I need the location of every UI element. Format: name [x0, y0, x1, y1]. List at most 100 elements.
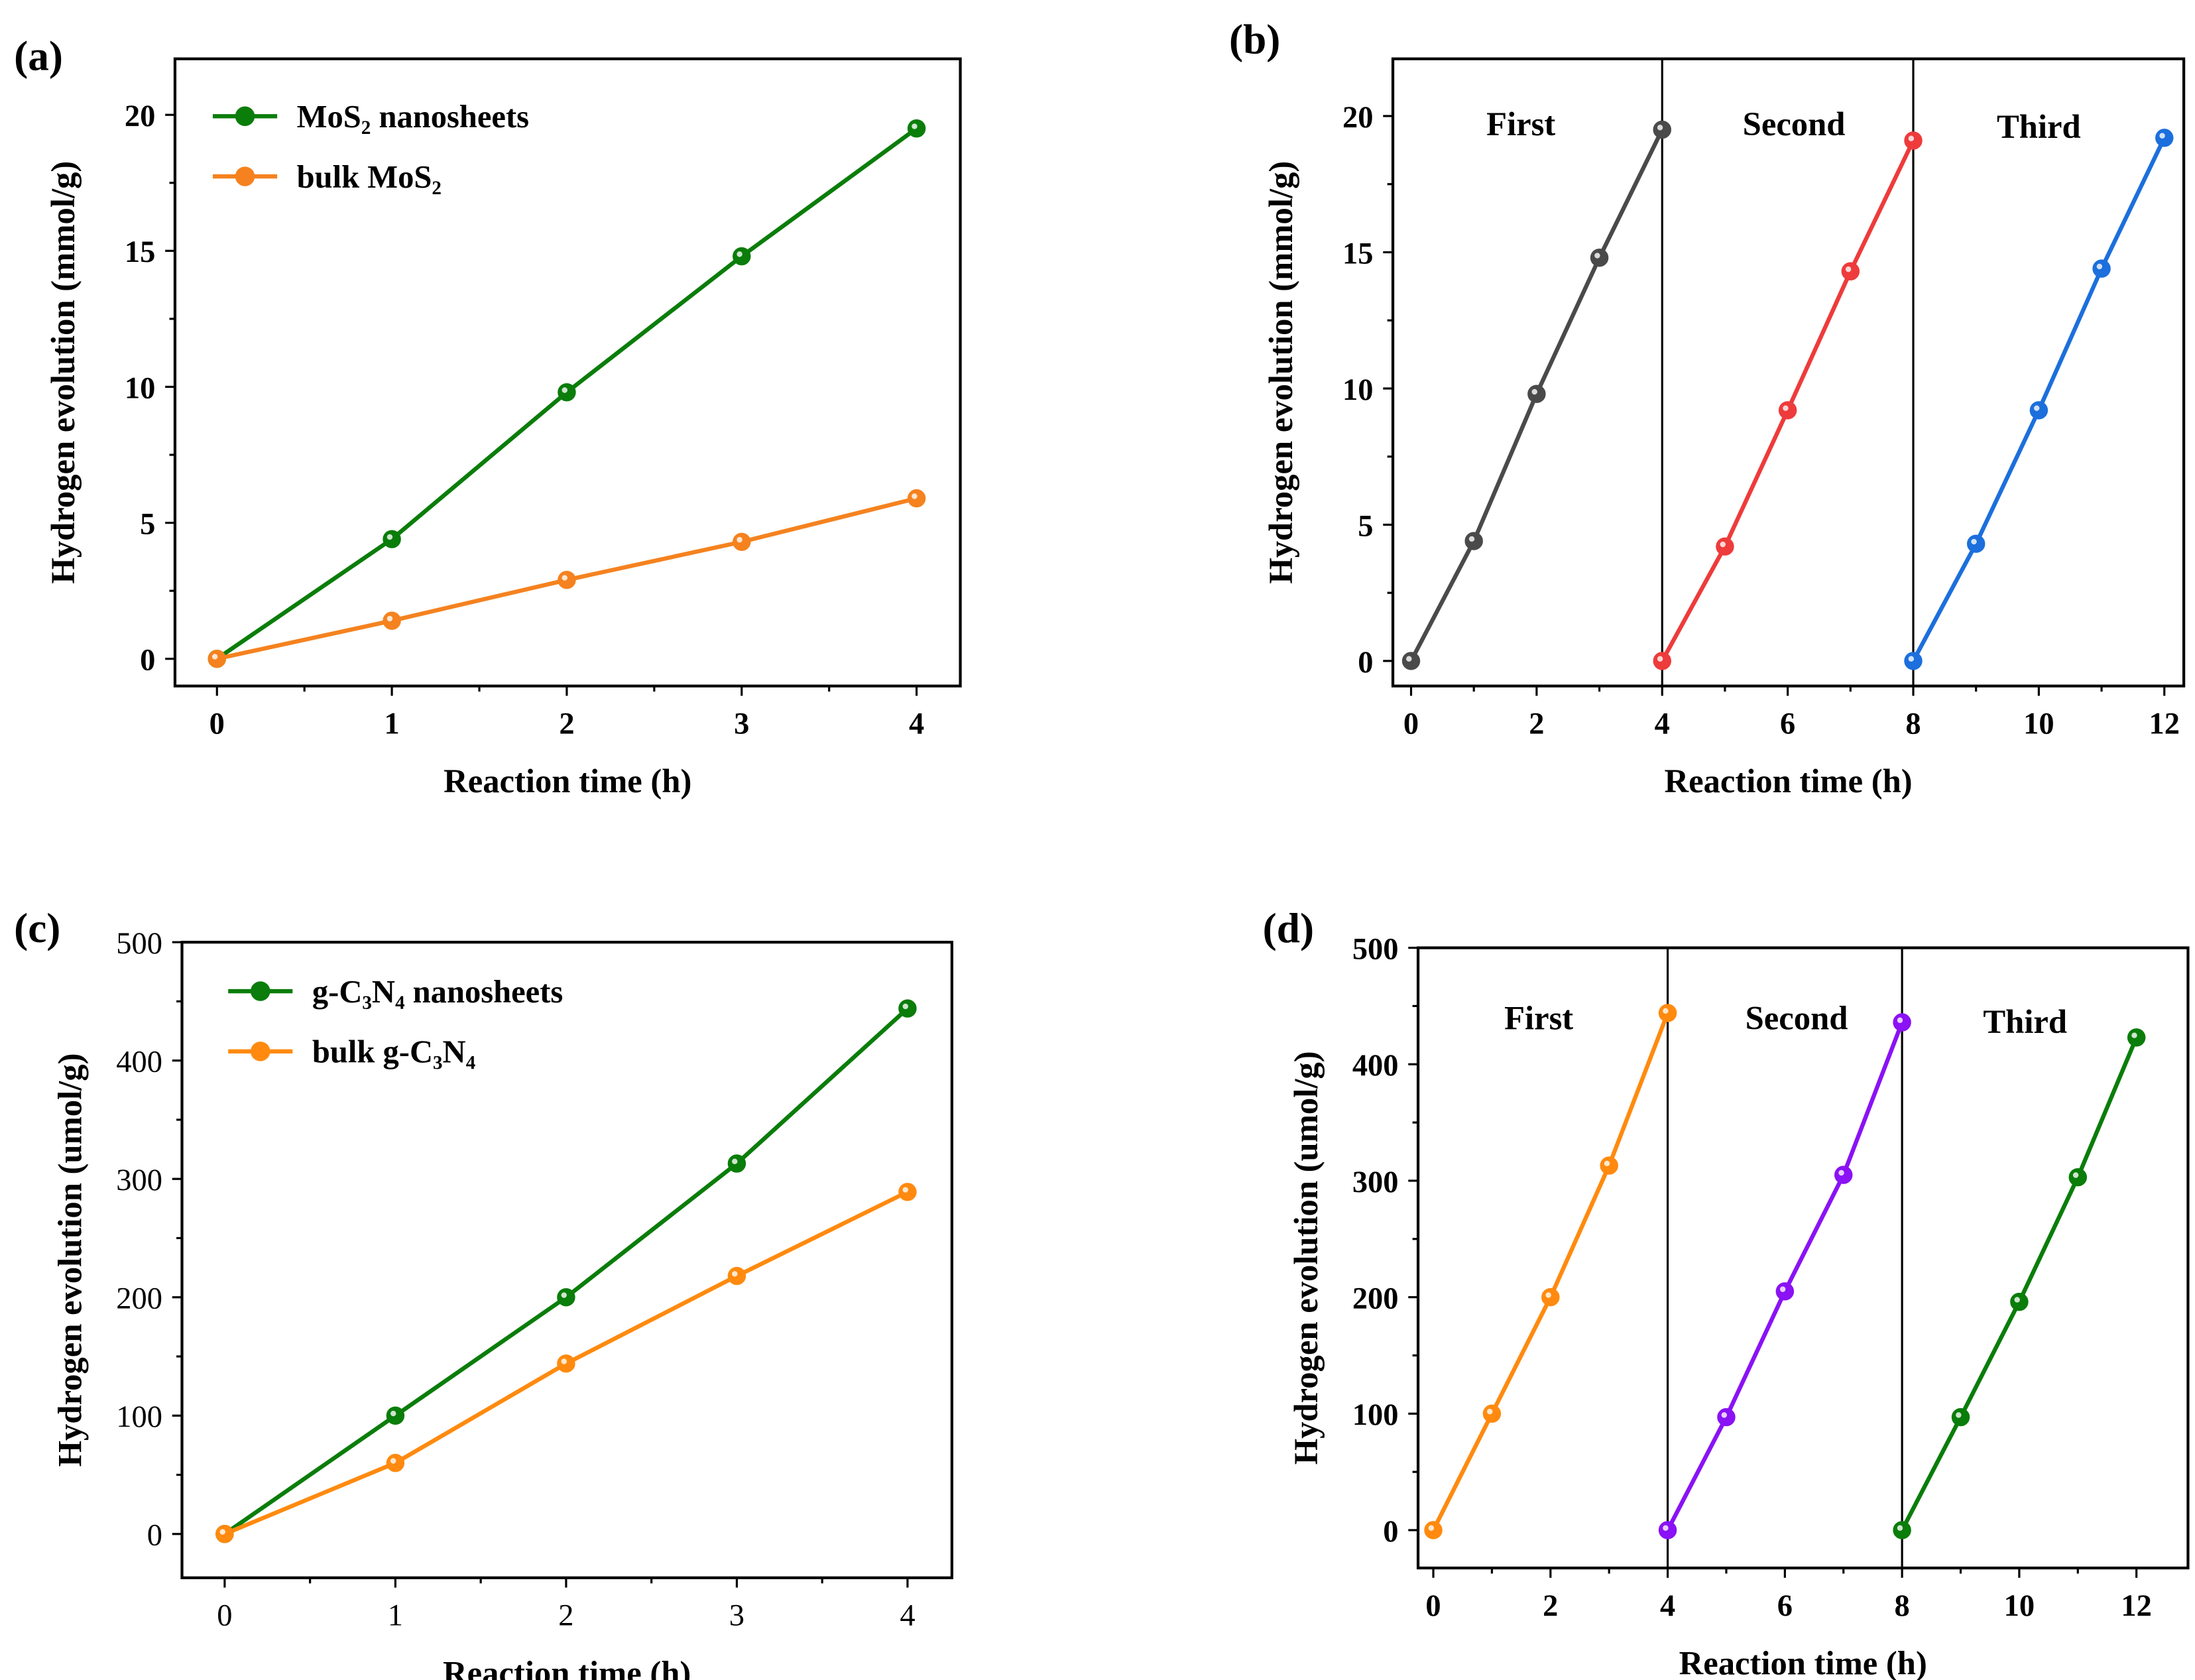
data-point-highlight: [1897, 1525, 1903, 1531]
data-point-highlight: [1720, 541, 1726, 548]
data-point-highlight: [211, 654, 218, 660]
series-bulk-mos-: bulk MoS₂: [208, 159, 926, 668]
y-tick-label: 15: [1342, 237, 1373, 270]
data-point: [727, 1154, 746, 1173]
data-point: [733, 247, 751, 266]
y-axis-label: Hydrogen evolution (mmol/g): [1262, 161, 1299, 584]
data-point: [2127, 1028, 2146, 1047]
y-tick-label: 300: [1352, 1166, 1399, 1199]
data-point-highlight: [1779, 1286, 1786, 1292]
data-point: [898, 999, 917, 1018]
data-point: [1658, 1004, 1677, 1022]
data-point: [1904, 131, 1923, 150]
y-tick-label: 0: [1383, 1515, 1398, 1549]
x-tick-label: 4: [900, 1599, 915, 1633]
y-tick-label: 5: [140, 507, 155, 541]
data-point-highlight: [737, 536, 742, 543]
cycle-label: Third: [1997, 108, 2081, 145]
data-point-highlight: [562, 575, 567, 581]
y-tick-label: 10: [125, 371, 155, 405]
data-point: [1778, 401, 1797, 420]
data-point: [1834, 1166, 1853, 1184]
data-point: [1716, 537, 1734, 556]
series-bulk-g-c-n-: bulk g-C₃N₄: [215, 1034, 917, 1543]
data-point-highlight: [902, 1187, 908, 1193]
series-line: [1660, 139, 1915, 662]
data-point-highlight: [1663, 1525, 1669, 1531]
data-point: [2010, 1292, 2029, 1311]
y-tick-label: 20: [1342, 101, 1373, 135]
data-point-highlight: [2072, 1172, 2079, 1178]
series-line: [1911, 137, 2166, 662]
data-point: [386, 1406, 405, 1425]
data-point-highlight: [1956, 1412, 1962, 1418]
data-point-highlight: [1897, 1017, 1903, 1024]
data-point: [1904, 652, 1923, 670]
x-tick-label: 6: [1780, 707, 1795, 741]
x-tick-label: 2: [1529, 707, 1544, 741]
legend-marker: [250, 1042, 270, 1061]
data-point: [733, 532, 751, 552]
data-point: [1951, 1408, 1970, 1427]
data-point-highlight: [1721, 1412, 1728, 1418]
data-point: [383, 611, 401, 630]
cycle-label: First: [1486, 105, 1555, 143]
x-tick-label: 3: [734, 707, 749, 741]
data-point: [907, 119, 926, 138]
y-tick-label: 20: [125, 99, 155, 133]
data-point: [898, 1183, 917, 1201]
legend-marker: [235, 106, 255, 127]
data-point: [1658, 1521, 1677, 1539]
data-point-highlight: [912, 493, 918, 499]
data-point-highlight: [1428, 1525, 1435, 1531]
cycle-label: Third: [1983, 1003, 2067, 1040]
data-point-highlight: [2131, 1032, 2137, 1038]
data-point: [1482, 1404, 1502, 1423]
series-third: [1893, 1028, 2146, 1539]
data-point-highlight: [1838, 1170, 1844, 1176]
series-line: [1665, 1021, 1905, 1531]
data-point: [1841, 262, 1860, 280]
data-point-highlight: [1657, 656, 1663, 662]
legend-label: bulk g-C₃N₄: [312, 1034, 476, 1070]
x-tick-label: 1: [384, 707, 399, 741]
cycle-label: Second: [1743, 105, 1846, 143]
data-point-highlight: [1663, 1008, 1669, 1014]
data-point-highlight: [1971, 538, 1977, 545]
panel-label: (c): [14, 905, 60, 951]
x-axis-label: Reaction time (h): [444, 762, 691, 800]
x-tick-label: 12: [2149, 707, 2180, 741]
data-point-highlight: [1468, 536, 1475, 542]
series-second: [1653, 131, 1923, 670]
data-point-highlight: [1604, 1160, 1610, 1167]
data-point-highlight: [2014, 1297, 2020, 1303]
data-point-highlight: [390, 1458, 396, 1464]
panel-c: (c) 0 1 2 3 4 0 100 200 300 400 500 Reaction time (h…: [14, 905, 954, 1680]
y-axis-label: Hydrogen evolution (umol/g): [1287, 1051, 1325, 1465]
data-point-highlight: [902, 1003, 908, 1010]
data-point: [1966, 534, 1986, 553]
x-tick-label: 2: [1543, 1589, 1558, 1623]
data-point-highlight: [2159, 133, 2165, 139]
data-point: [215, 1525, 234, 1543]
data-point: [1653, 120, 1671, 139]
data-point-highlight: [561, 1358, 567, 1364]
series-g-c-n-nanosheets: g-C₃N₄ nanosheets: [215, 974, 917, 1543]
data-point: [558, 383, 576, 402]
data-point-highlight: [1531, 389, 1537, 395]
x-tick-label: 8: [1895, 1589, 1910, 1623]
data-point: [1401, 652, 1421, 670]
x-tick-label: 4: [1655, 707, 1670, 741]
series-line: [1900, 1036, 2139, 1531]
data-point-highlight: [1545, 1292, 1551, 1298]
y-tick-label: 500: [1352, 932, 1399, 966]
data-point-highlight: [1908, 135, 1915, 142]
data-point-highlight: [737, 251, 742, 257]
data-point: [208, 649, 226, 668]
data-point: [1893, 1013, 1911, 1032]
x-axis-label: Reaction time (h): [1664, 762, 1912, 800]
panel-a: (a) 0 1 2 3 4 0 5 10 15 20 Reaction time (h) Hydroge…: [14, 33, 962, 800]
data-point: [2155, 129, 2174, 147]
x-tick-label: 0: [1403, 707, 1419, 741]
